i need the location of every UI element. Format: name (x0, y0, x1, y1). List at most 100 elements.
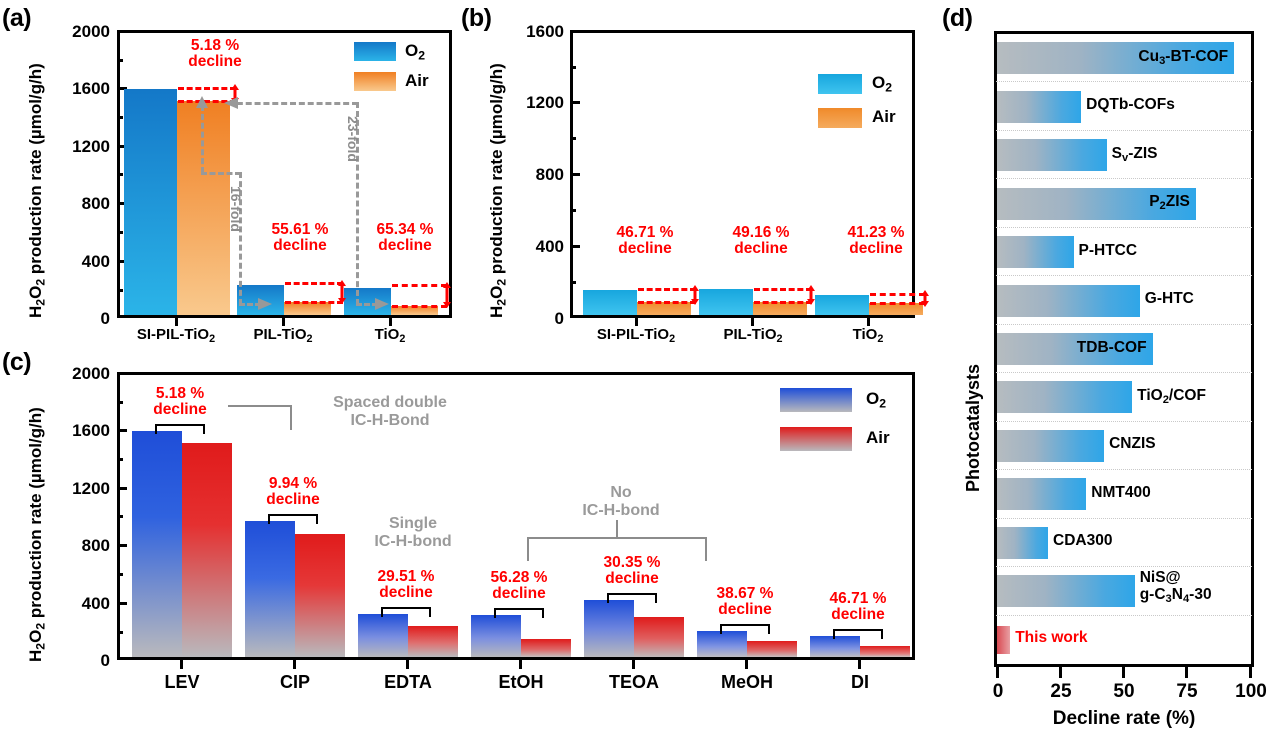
panel-b-plot-area (570, 30, 915, 318)
tick (117, 401, 123, 404)
panel-d-bar-label: TDB-COF (1076, 338, 1147, 356)
panel-b-ytick-1200: 1200 (526, 93, 564, 112)
tick (570, 209, 576, 212)
red-double-arrow (807, 285, 815, 305)
tick (117, 116, 123, 119)
panel-c-bar-air-4 (521, 639, 571, 657)
tick (117, 372, 127, 375)
panel-d-bar (997, 478, 1087, 511)
panel-a-ytick-400: 400 (81, 252, 110, 271)
tick (570, 137, 576, 140)
panel-c-group-label-3: No IC-H-bond (582, 484, 660, 520)
panel-a-ytick-800: 800 (81, 194, 110, 213)
tick (745, 660, 748, 669)
panel-c-decline-6: 38.67 % decline (716, 585, 774, 619)
panel-c-bar-air-5 (634, 617, 684, 657)
dash-line (285, 282, 343, 285)
tick (117, 289, 123, 292)
panel-d-bar (997, 236, 1074, 269)
tick (117, 59, 123, 62)
panel-a-legend-label-o2: O2 (405, 41, 426, 63)
panel-c-legend-label-air: Air (866, 428, 890, 447)
gray-left-arrow (224, 97, 238, 109)
panel-c-bar-o2-2 (245, 521, 295, 657)
panel-d-bar-label: NMT400 (1091, 483, 1151, 501)
tick (117, 87, 127, 90)
fold-guide (356, 102, 359, 305)
panel-c-bar-air-7 (860, 646, 910, 657)
dash-line (638, 301, 696, 304)
bracket (607, 593, 657, 603)
tick (635, 318, 638, 326)
fold-guide (201, 172, 241, 175)
panel-d-gridline (996, 420, 1252, 422)
panel-d-label: (d) (942, 4, 973, 32)
panel-c-cat-4: EtOH (498, 672, 544, 692)
panel-a-cat-3: TiO2 (374, 326, 406, 346)
panel-c-bar-air-1 (182, 443, 232, 657)
panel-b-legend-label-o2: O2 (872, 73, 893, 95)
panel-d-xtick-25: 25 (1050, 681, 1072, 702)
panel-d-xtick-75: 75 (1176, 681, 1198, 702)
red-double-arrow (691, 285, 699, 305)
panel-c-ytick-800: 800 (81, 536, 110, 555)
group-bracket-no (527, 537, 707, 561)
panel-c-decline-7: 46.71 % decline (829, 590, 887, 624)
tick (117, 202, 127, 205)
tick (293, 660, 296, 669)
panel-b-label: (b) (461, 4, 492, 32)
panel-d-bar-label: CDA300 (1053, 532, 1113, 550)
panel-d-gridline (996, 469, 1252, 471)
panel-c-ytick-0: 0 (100, 651, 110, 670)
group-bracket-spaced (228, 405, 292, 430)
panel-b-bar-o2-3 (815, 295, 869, 315)
panel-d-bar-label: NiS@ g-C3N4-30 (1139, 569, 1212, 605)
panel-b-bar-air-2 (753, 302, 807, 315)
panel-c-decline-5: 30.35 % decline (603, 554, 661, 588)
panel-c-cat-1: LEV (164, 672, 200, 692)
panel-a-decline-2: 55.61 % decline (271, 221, 329, 255)
panel-a-legend-label-air: Air (405, 71, 429, 90)
dash-line (754, 288, 812, 291)
panel-c-ytick-1200: 1200 (72, 479, 110, 498)
panel-d-bar (997, 526, 1048, 559)
bracket (833, 629, 883, 639)
tick (117, 544, 127, 547)
panel-d-xtick-0: 0 (992, 681, 1004, 702)
bracket (381, 607, 431, 617)
tick (282, 318, 285, 326)
panel-c-legend-swatch-air (780, 427, 852, 451)
panel-b-cat-3: TiO2 (852, 326, 884, 346)
tick (117, 145, 127, 148)
panel-a-ytick-1200: 1200 (72, 137, 110, 156)
panel-b-decline-2: 49.16 % decline (732, 224, 790, 258)
panel-c-legend-label-o2: O2 (866, 389, 887, 411)
panel-d-gridline (996, 323, 1252, 325)
tick (117, 173, 123, 176)
panel-d-bar-label: CNZIS (1109, 435, 1156, 453)
panel-d-bar-label: P2ZIS (1149, 193, 1190, 213)
tick (180, 660, 183, 669)
panel-d-bar (997, 625, 1011, 654)
panel-d-bar-label: TiO2/COF (1137, 386, 1206, 407)
panel-c-bar-air-2 (295, 534, 345, 657)
panel-d-gridline (996, 275, 1252, 277)
panel-d-bar (997, 429, 1105, 462)
panel-d-gridline (996, 372, 1252, 374)
bracket (494, 608, 544, 618)
panel-b-bar-o2-1 (583, 290, 637, 315)
panel-b-legend-swatch-o2 (818, 74, 862, 94)
panel-c-bar-o2-7 (810, 636, 860, 657)
panel-b-legend-swatch-air (818, 108, 862, 128)
panel-b-decline-3: 41.23 % decline (847, 224, 905, 258)
tick (570, 281, 576, 284)
tick (632, 660, 635, 669)
tick (1059, 667, 1062, 678)
tick (117, 30, 127, 33)
panel-b-decline-1: 46.71 % decline (616, 224, 674, 258)
red-double-arrow (921, 290, 929, 307)
tick (751, 318, 754, 326)
tick (867, 318, 870, 326)
panel-c-bar-o2-1 (132, 431, 182, 657)
dash-line (392, 284, 447, 287)
